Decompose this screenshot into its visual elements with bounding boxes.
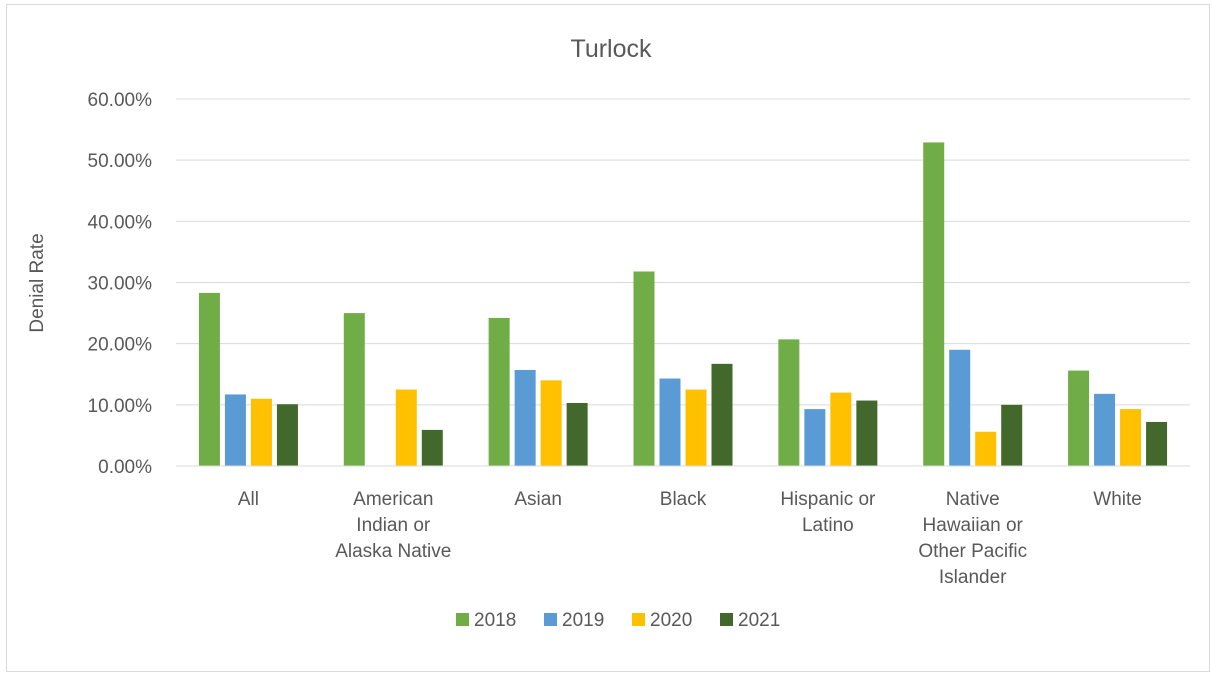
bar-2018-3	[633, 271, 655, 466]
y-tick-label: 40.00%	[88, 212, 153, 233]
bar-2020-1	[395, 389, 417, 466]
x-category-label: White	[1093, 489, 1142, 510]
bar-2020-4	[830, 392, 852, 466]
y-tick-label: 10.00%	[88, 396, 153, 417]
bars	[198, 142, 1168, 466]
x-axis-category-labels: All American Indian or Alaska Native Asian Bl…	[238, 489, 1142, 588]
legend-swatch-2019	[544, 613, 557, 626]
bar-2019-4	[804, 409, 826, 466]
x-category-label: All	[238, 489, 259, 510]
bar-2019-5	[949, 349, 971, 466]
gridlines	[176, 98, 1190, 406]
bar-2021-4	[856, 400, 878, 466]
bar-2018-1	[343, 313, 365, 466]
bar-2020-0	[250, 398, 272, 466]
bar-2020-6	[1120, 409, 1142, 466]
y-tick-label: 50.00%	[88, 151, 153, 172]
y-tick-label: 0.00%	[98, 457, 152, 478]
legend: 2018 2019 2020 2021	[456, 610, 780, 631]
bar-2019-2	[514, 369, 536, 466]
legend-label-2018: 2018	[474, 610, 516, 631]
legend-swatch-2018	[456, 613, 469, 626]
x-category-label: Native Hawaiian or Other Pacific Islander	[918, 489, 1027, 588]
bar-2021-0	[276, 404, 298, 466]
legend-label-2021: 2021	[738, 610, 780, 631]
legend-label-2020: 2020	[650, 610, 692, 631]
bar-2021-2	[566, 402, 588, 466]
y-axis-tick-labels: 0.00% 10.00% 20.00% 30.00% 40.00% 50.00% 60.00…	[88, 90, 153, 478]
bar-2019-0	[224, 394, 246, 466]
legend-swatch-2020	[632, 613, 645, 626]
bar-2020-5	[975, 431, 997, 466]
x-category-label: Black	[660, 489, 707, 510]
legend-label-2019: 2019	[562, 610, 604, 631]
bar-2019-3	[659, 378, 681, 466]
y-tick-label: 20.00%	[88, 335, 153, 356]
bar-2018-2	[488, 317, 510, 466]
bar-2018-0	[198, 292, 220, 466]
bar-2018-5	[923, 142, 945, 466]
bar-2018-6	[1068, 370, 1090, 466]
chart-title: Turlock	[570, 35, 652, 63]
y-tick-label: 30.00%	[88, 274, 153, 295]
x-category-label: Asian	[514, 489, 562, 510]
bar-2019-6	[1094, 393, 1116, 466]
bar-2021-3	[711, 363, 733, 466]
bar-2018-4	[778, 339, 800, 466]
bar-2021-5	[1001, 404, 1023, 466]
y-axis-title: Denial Rate	[27, 233, 48, 332]
bar-2021-1	[421, 429, 443, 466]
legend-swatch-2021	[720, 613, 733, 626]
bar-2020-2	[540, 380, 562, 466]
x-category-label: American Indian or Alaska Native	[335, 489, 451, 562]
bar-2020-3	[685, 389, 707, 466]
y-tick-label: 60.00%	[88, 90, 153, 111]
x-category-label: Hispanic or Latino	[780, 489, 876, 536]
bar-2021-6	[1146, 421, 1168, 466]
